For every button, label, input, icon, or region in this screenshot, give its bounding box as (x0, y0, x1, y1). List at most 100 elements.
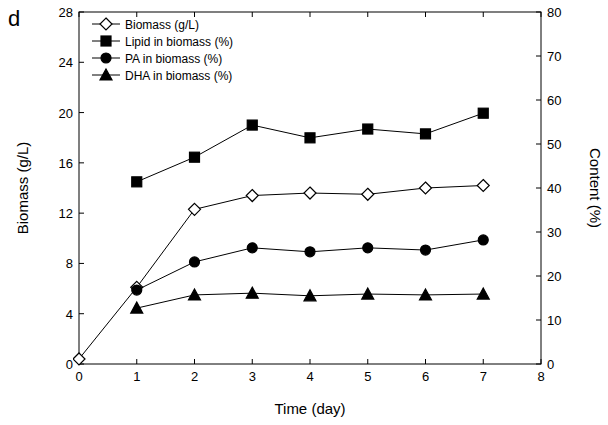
data-point (247, 120, 257, 130)
data-group (73, 108, 489, 365)
x-tick-top (136, 12, 137, 17)
data-point (132, 285, 142, 295)
data-point (420, 182, 432, 194)
chart: 012345678048121620242801020304050607080T… (0, 0, 608, 425)
series-line (137, 113, 484, 182)
data-point (478, 235, 488, 245)
y2-tick (536, 276, 541, 277)
data-point (246, 190, 258, 202)
x-tick-label: 8 (537, 369, 544, 384)
legend-marker (101, 36, 111, 46)
y-tick (79, 263, 84, 264)
data-point (189, 203, 201, 215)
y2-tick-label: 30 (547, 225, 561, 240)
data-point (363, 243, 373, 253)
legend-label: Biomass (g/L) (125, 18, 199, 32)
y2-tick (536, 364, 541, 365)
data-point (190, 152, 200, 162)
y-tick-label: 16 (59, 156, 73, 171)
x-tick (310, 359, 311, 364)
y2-tick (536, 56, 541, 57)
y2-tick-label: 10 (547, 313, 561, 328)
x-tick-label: 3 (249, 369, 256, 384)
legend-marker (100, 69, 112, 80)
data-point (246, 287, 258, 298)
y-tick (79, 62, 84, 63)
x-tick (541, 359, 542, 364)
y-tick-label: 12 (59, 206, 73, 221)
legend-marker (101, 53, 111, 63)
data-point (420, 289, 432, 300)
x-tick-top (79, 12, 80, 17)
legend-label: DHA in biomass (%) (125, 69, 232, 83)
y-axis-label: Biomass (g/L) (14, 142, 31, 235)
x-tick-top (367, 12, 368, 17)
data-point (421, 129, 431, 139)
y-tick (79, 313, 84, 314)
y2-tick-label: 60 (547, 93, 561, 108)
data-point (477, 288, 489, 299)
data-point (131, 302, 143, 313)
data-point (478, 108, 488, 118)
y2-tick (536, 100, 541, 101)
x-tick-top (541, 12, 542, 17)
x-axis-label: Time (day) (274, 400, 345, 417)
y2-tick-label: 80 (547, 5, 561, 20)
y-tick-label: 24 (59, 55, 73, 70)
data-point (132, 177, 142, 187)
y-tick-label: 20 (59, 106, 73, 121)
y-tick-label: 0 (66, 357, 73, 372)
x-tick-label: 1 (133, 369, 140, 384)
data-point (247, 243, 257, 253)
data-point (190, 257, 200, 267)
y2-tick (536, 12, 541, 13)
x-tick (425, 359, 426, 364)
x-tick-label: 7 (480, 369, 487, 384)
data-point (304, 187, 316, 199)
series-line (137, 240, 484, 290)
x-tick-top (483, 12, 484, 17)
y-tick-label: 8 (66, 256, 73, 271)
y-tick (79, 12, 84, 13)
x-tick-top (310, 12, 311, 17)
x-tick (483, 359, 484, 364)
data-point (305, 247, 315, 257)
x-tick-top (252, 12, 253, 17)
x-tick-label: 4 (306, 369, 313, 384)
x-tick-top (194, 12, 195, 17)
x-tick (252, 359, 253, 364)
data-point (304, 290, 316, 301)
y2-tick-label: 0 (547, 357, 554, 372)
legend-label: Lipid in biomass (%) (125, 35, 233, 49)
y2-tick-label: 20 (547, 269, 561, 284)
plot-frame (79, 12, 541, 364)
data-point (362, 188, 374, 200)
y2-axis-label: Content (%) (587, 148, 604, 228)
y-tick-label: 28 (59, 5, 73, 20)
data-point (189, 289, 201, 300)
x-tick (367, 359, 368, 364)
series-line (79, 185, 483, 358)
y-tick (79, 112, 84, 113)
data-point (363, 124, 373, 134)
data-point (73, 353, 85, 365)
x-tick-label: 0 (75, 369, 82, 384)
y2-tick-label: 40 (547, 181, 561, 196)
y2-tick-label: 50 (547, 137, 561, 152)
data-point (362, 288, 374, 299)
y2-tick (536, 188, 541, 189)
panel-label: d (8, 6, 20, 31)
y-tick-label: 4 (66, 307, 73, 322)
x-tick (194, 359, 195, 364)
x-tick-label: 2 (191, 369, 198, 384)
data-point (421, 245, 431, 255)
y2-tick (536, 232, 541, 233)
y2-tick (536, 144, 541, 145)
y-tick (79, 162, 84, 163)
x-tick-label: 6 (422, 369, 429, 384)
legend-marker (100, 18, 112, 30)
data-point (305, 133, 315, 143)
x-tick-label: 5 (364, 369, 371, 384)
data-point (477, 179, 489, 191)
x-tick (136, 359, 137, 364)
